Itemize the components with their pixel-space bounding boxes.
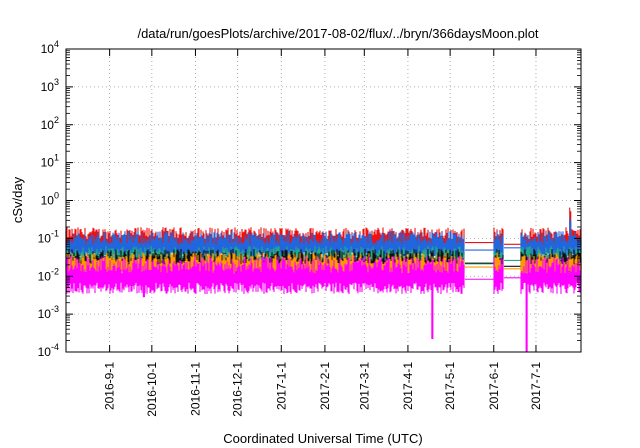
x-tick-label: 2017-4-1: [401, 362, 415, 410]
plot-frame: [65, 48, 582, 353]
y-tick-label: 102: [41, 115, 59, 132]
x-tick-label: 2017-5-1: [443, 362, 457, 410]
x-tick-label: 2016-12-1: [231, 362, 245, 417]
x-axis-label: Coordinated Universal Time (UTC): [223, 431, 422, 446]
y-axis-label: cSv/day: [10, 176, 25, 223]
y-tick-label: 103: [41, 77, 59, 94]
x-tick-label: 2017-1-1: [274, 362, 288, 410]
y-tick-label: 10-4: [38, 342, 59, 359]
y-tick-label: 100: [41, 191, 59, 208]
y-tick-label: 10-1: [38, 228, 59, 245]
y-tick-label: 10-3: [38, 304, 59, 321]
x-tick-label: 2017-3-1: [357, 362, 371, 410]
x-tick-label: 2016-9-1: [103, 362, 117, 410]
x-tick-label: 2017-6-1: [487, 362, 501, 410]
x-tick-label: 2017-7-1: [529, 362, 543, 410]
x-tick-label: 2016-10-1: [145, 362, 159, 417]
y-tick-label: 101: [41, 153, 59, 170]
series-line-5: [65, 256, 582, 352]
x-tick-label: 2016-11-1: [188, 362, 202, 416]
x-tick-label: 2017-2-1: [318, 362, 332, 410]
chart-title: /data/run/goesPlots/archive/2017-08-02/f…: [137, 26, 538, 41]
y-tick-label: 10-2: [38, 266, 59, 283]
y-tick-label: 104: [41, 39, 59, 56]
